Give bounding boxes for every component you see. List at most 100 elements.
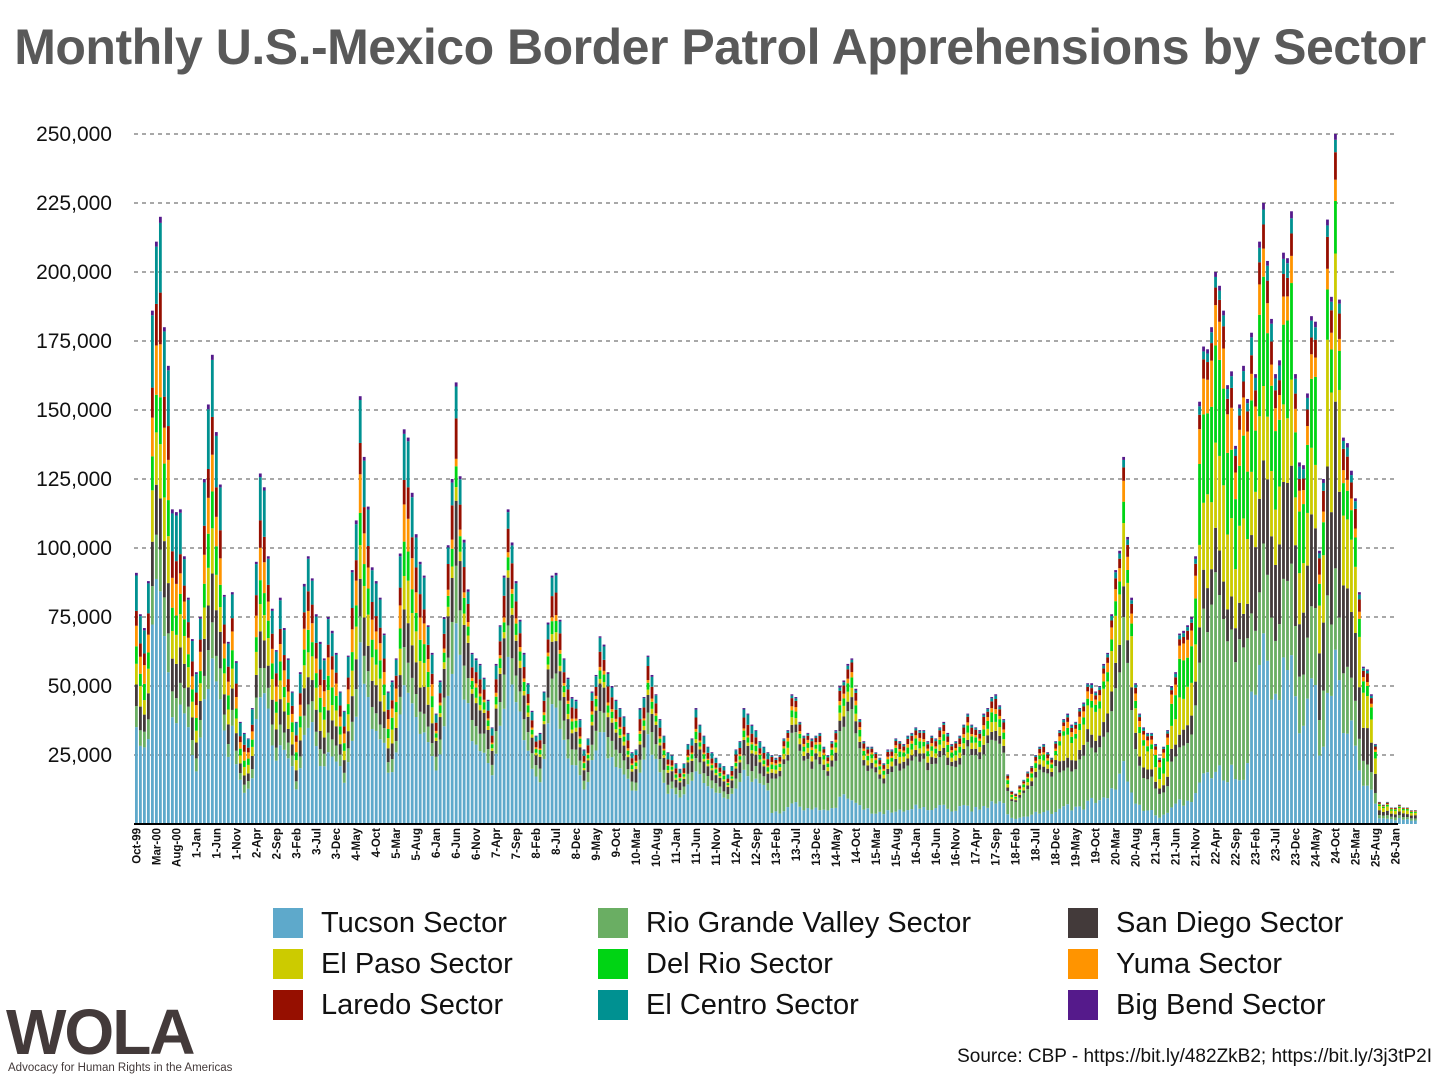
bar-segment-big-bend — [430, 652, 434, 655]
bar-segment-del-rio — [570, 721, 574, 730]
bar-segment-el-centro — [486, 701, 490, 711]
bar-segment-san-diego — [926, 762, 930, 771]
bar-segment-rio-grande-valley — [1070, 771, 1074, 811]
bar-segment-rio-grande-valley — [454, 565, 458, 624]
bar-segment-el-paso — [1126, 582, 1130, 641]
bar-segment-laredo — [554, 592, 558, 616]
bar-segment-big-bend — [518, 619, 522, 622]
bar-segment-yuma — [878, 764, 882, 767]
bar-segment-tucson — [1274, 693, 1277, 824]
bar-stack — [942, 721, 946, 824]
bar-segment-tucson — [1386, 818, 1389, 824]
bar-stack — [214, 432, 218, 824]
bar-segment-yuma — [1362, 677, 1365, 682]
bar-segment-el-centro — [326, 619, 330, 645]
bar-segment-el-paso — [954, 755, 958, 761]
bar-segment-el-centro — [350, 572, 354, 609]
bar-segment-big-bend — [1162, 746, 1165, 748]
bar-segment-laredo — [638, 719, 642, 731]
bar-segment-laredo — [314, 642, 318, 659]
bar-segment-el-paso — [418, 660, 422, 688]
bar-segment-tucson — [974, 806, 978, 824]
bar-segment-laredo — [402, 479, 406, 505]
bar-segment-san-diego — [854, 721, 858, 734]
bar-segment-yuma — [562, 682, 566, 686]
bar-segment-del-rio — [1186, 657, 1189, 687]
bar-segment-rio-grande-valley — [1162, 792, 1165, 815]
bar-segment-san-diego — [346, 731, 350, 749]
bar-segment-el-paso — [1042, 760, 1046, 767]
bar-segment-yuma — [1250, 373, 1253, 401]
bar-segment-yuma — [526, 703, 530, 706]
bar-segment-el-centro — [1246, 403, 1249, 412]
bar-segment-laredo — [998, 709, 1002, 716]
bar-stack — [586, 738, 590, 824]
bar-segment-el-centro — [858, 719, 862, 723]
bar-segment-del-rio — [1046, 760, 1050, 765]
bar-segment-yuma — [246, 752, 250, 759]
bar-segment-del-rio — [922, 741, 926, 747]
bar-stack — [1413, 810, 1417, 824]
bar-segment-el-paso — [466, 635, 470, 643]
bar-segment-rio-grande-valley — [135, 706, 138, 728]
bar-segment-rio-grande-valley — [546, 697, 550, 724]
bar-segment-big-bend — [226, 641, 230, 644]
bar-segment-yuma — [410, 558, 414, 590]
bar-stack — [1382, 804, 1385, 824]
bar-segment-el-paso — [1370, 719, 1373, 743]
bar-segment-el-paso — [1274, 509, 1277, 565]
bar-stack — [1302, 465, 1305, 824]
bar-segment-del-rio — [766, 767, 770, 772]
bar-segment-rio-grande-valley — [434, 756, 438, 771]
bar-segment-el-paso — [634, 766, 638, 770]
bar-segment-big-bend — [258, 473, 262, 478]
bar-segment-san-diego — [302, 688, 306, 716]
bar-segment-laredo — [1158, 759, 1161, 763]
bar-segment-tucson — [918, 808, 922, 824]
bar-segment-del-rio — [646, 682, 650, 690]
bar-segment-laredo — [135, 610, 138, 626]
bar-segment-yuma — [934, 746, 938, 749]
x-tick-label: 7-Apr — [491, 827, 503, 858]
bar-segment-el-paso — [830, 755, 834, 761]
bar-segment-laredo — [450, 505, 454, 540]
bar-segment-el-centro — [854, 690, 858, 693]
bar-segment-el-centro — [1218, 290, 1221, 300]
bar-segment-el-paso — [1322, 555, 1325, 623]
bar-segment-tucson — [830, 808, 834, 824]
bar-segment-rio-grande-valley — [846, 711, 850, 799]
bar-segment-rio-grande-valley — [670, 781, 674, 789]
bar-segment-yuma — [586, 752, 590, 755]
bar-stack — [1106, 652, 1110, 824]
bar-segment-tucson — [1182, 805, 1185, 824]
bar-stack — [630, 752, 634, 824]
bar-segment-rio-grande-valley — [1266, 574, 1269, 661]
bar-segment-el-paso — [1130, 636, 1134, 688]
bar-stack — [1022, 779, 1026, 824]
bar-stack — [370, 567, 374, 824]
bar-segment-el-centro — [530, 712, 534, 721]
bar-stack — [1398, 804, 1401, 824]
bar-segment-el-centro — [690, 739, 694, 746]
bar-segment-yuma — [850, 672, 854, 678]
bar-segment-laredo — [1386, 802, 1389, 804]
bar-segment-yuma — [154, 345, 158, 395]
bar-segment-el-paso — [194, 730, 198, 743]
bar-segment-laredo — [910, 735, 914, 741]
bar-segment-yuma — [422, 623, 426, 645]
bar-segment-laredo — [1206, 362, 1209, 380]
bar-segment-tucson — [1230, 764, 1233, 824]
bar-segment-el-paso — [994, 721, 998, 731]
bar-segment-big-bend — [1046, 752, 1050, 753]
bar-segment-tucson — [1066, 804, 1070, 824]
bar-segment-rio-grande-valley — [834, 760, 838, 808]
bar-segment-el-centro — [518, 621, 522, 634]
bar-segment-big-bend — [390, 680, 394, 683]
bar-segment-rio-grande-valley — [150, 586, 154, 625]
bar-segment-big-bend — [218, 484, 222, 488]
bar-segment-san-diego — [330, 720, 334, 740]
bar-segment-el-paso — [266, 638, 270, 666]
bar-segment-del-rio — [139, 673, 142, 687]
bar-segment-big-bend — [866, 746, 870, 748]
bar-segment-big-bend — [762, 746, 766, 748]
